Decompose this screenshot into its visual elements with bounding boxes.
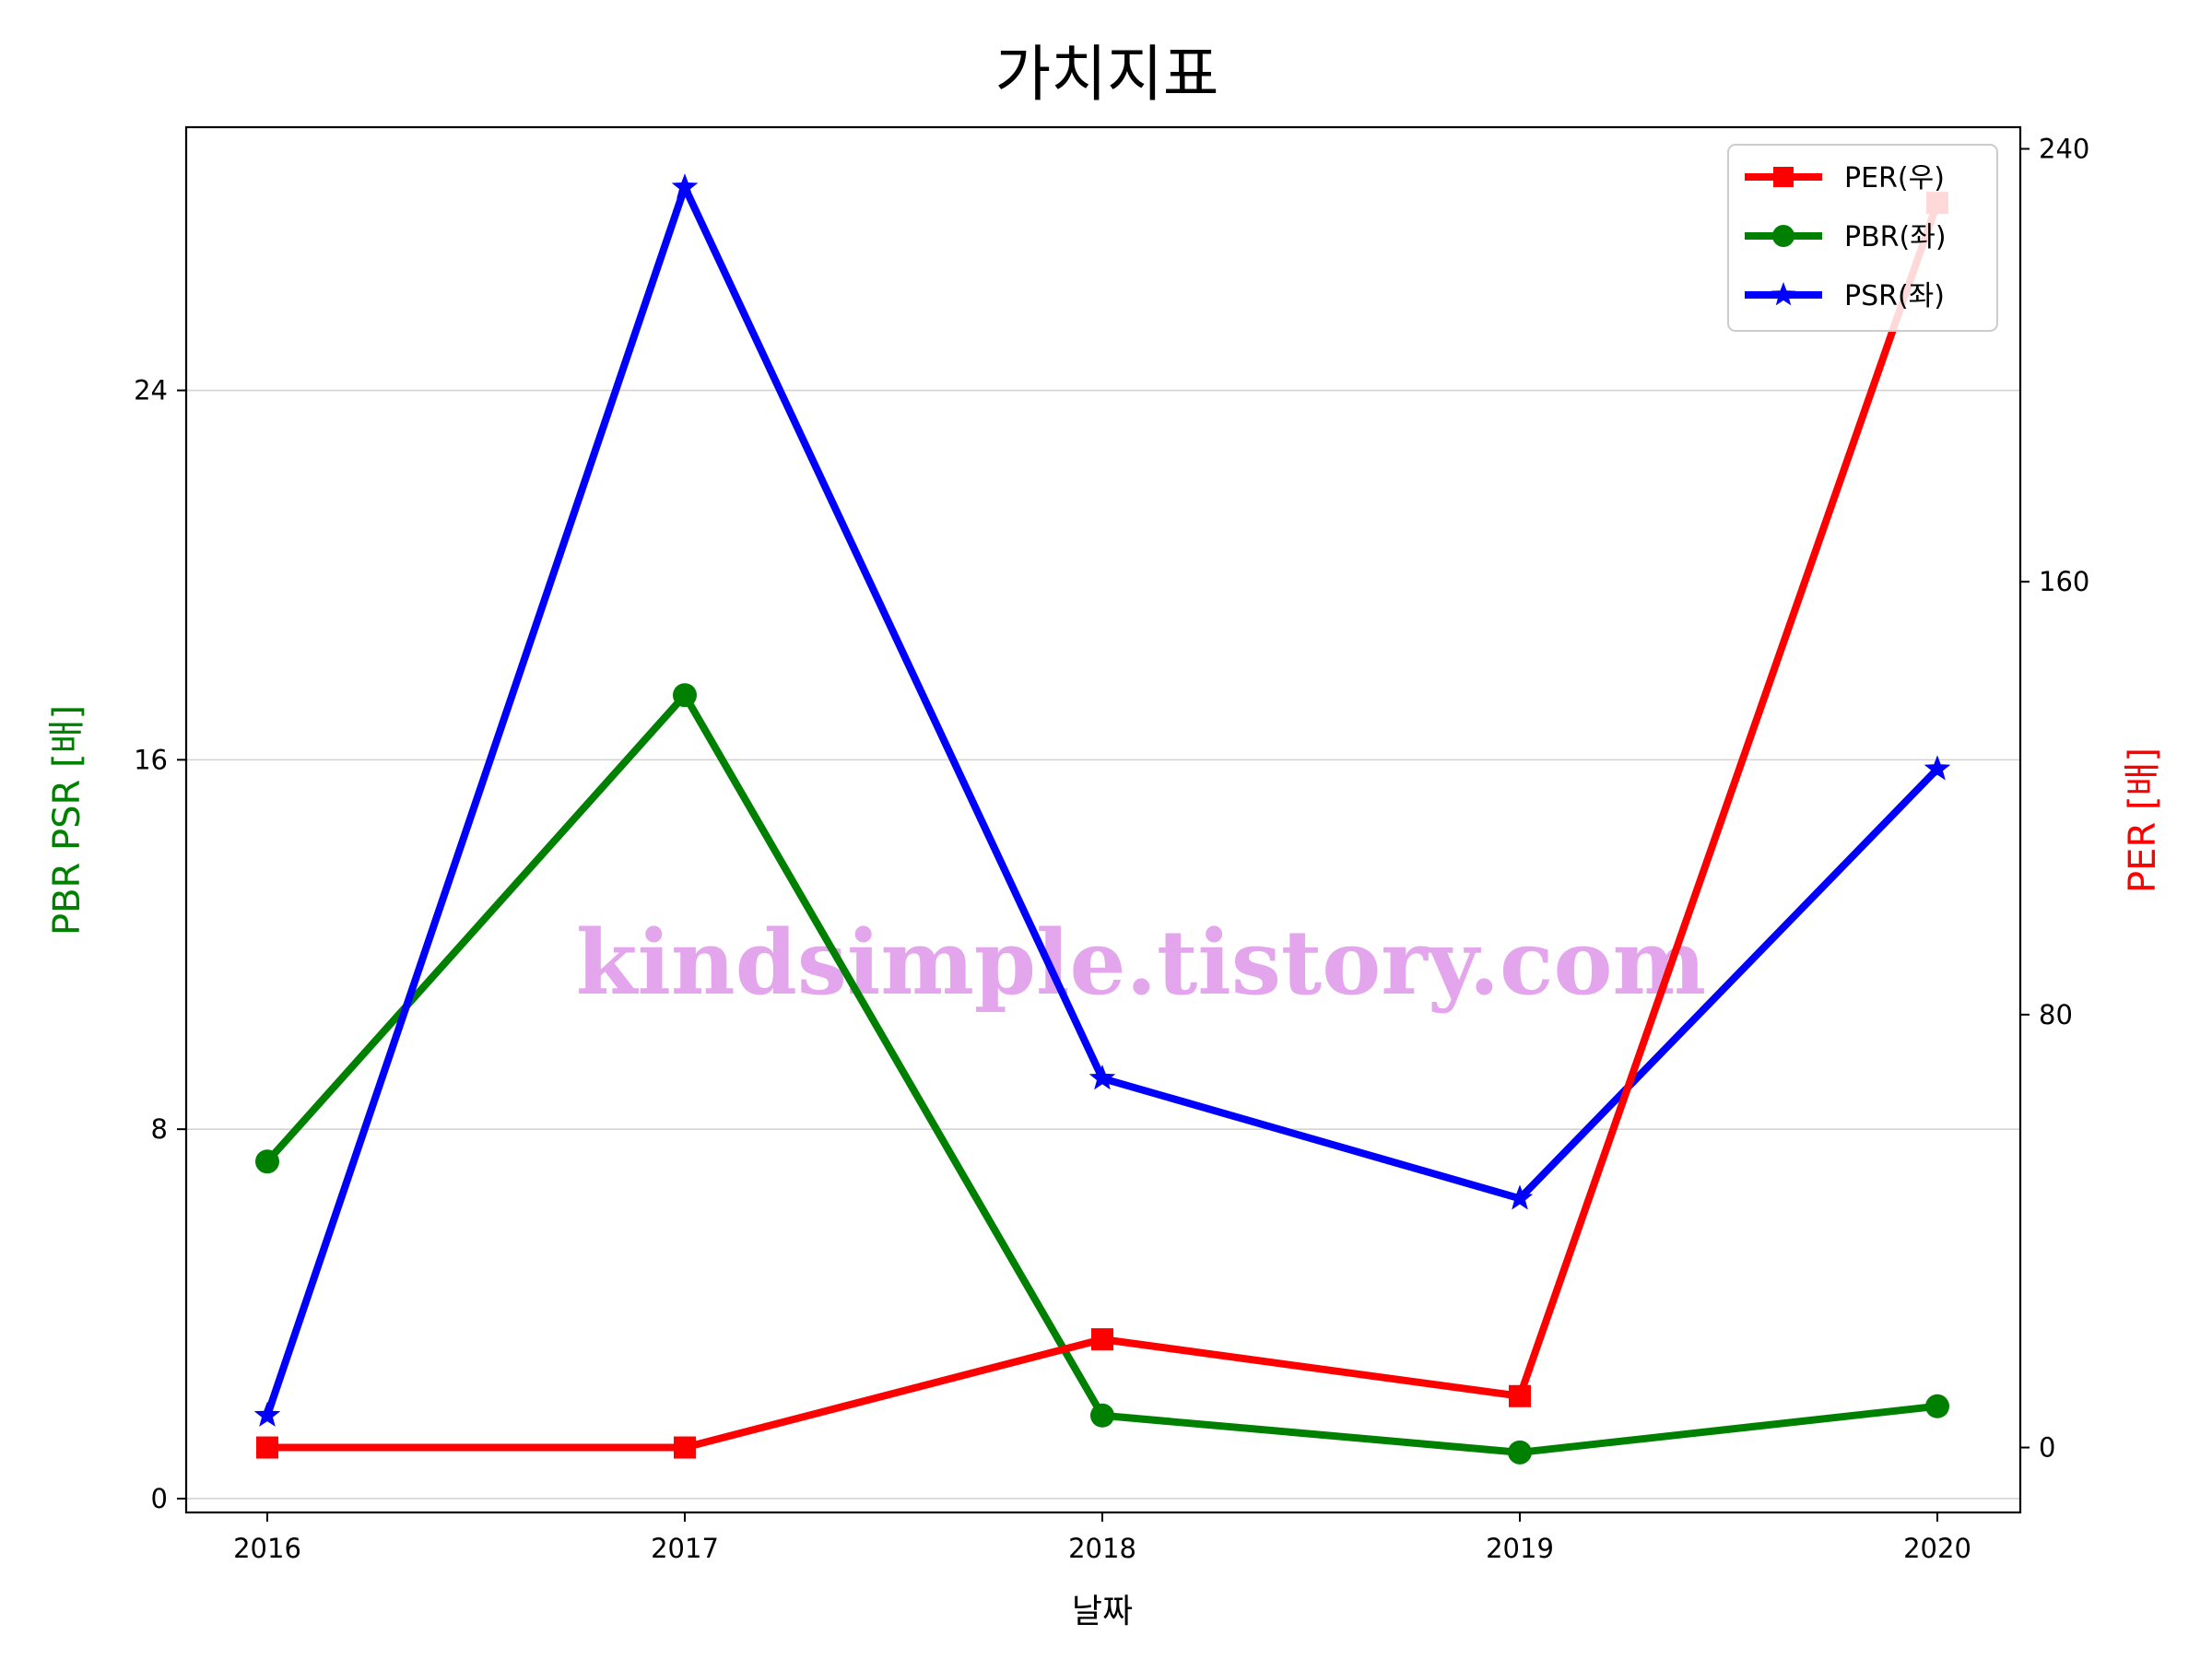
data-point	[674, 1436, 696, 1459]
series-layer	[253, 173, 1951, 1465]
data-point	[1091, 1328, 1113, 1351]
legend-marker	[1772, 225, 1794, 247]
y-left-tick-label: 16	[134, 744, 168, 775]
x-tick-label: 2018	[1068, 1533, 1136, 1564]
legend-label: PER(우)	[1844, 162, 1945, 194]
data-point	[255, 1149, 279, 1174]
x-tick-label: 2016	[233, 1533, 301, 1564]
data-point	[1090, 1403, 1114, 1428]
series-PER(우)	[256, 192, 1948, 1459]
watermark: kindsimple.tistory.com	[576, 911, 1706, 1015]
y-left-tick-label: 24	[134, 375, 168, 406]
y-left-tick-label: 8	[151, 1113, 168, 1145]
y-axis-right: 0 80 160 240	[2020, 133, 2089, 1464]
data-point	[1925, 1394, 1949, 1418]
legend-marker	[1771, 282, 1796, 306]
data-point	[671, 173, 699, 199]
legend-marker	[1773, 167, 1794, 187]
y-left-tick-label: 0	[151, 1483, 168, 1514]
y-right-tick-label: 160	[2039, 566, 2089, 597]
chart-title: 가치지표	[995, 39, 1219, 110]
y-right-tick-label: 0	[2039, 1432, 2055, 1464]
y-right-tick-label: 240	[2039, 133, 2089, 164]
legend-entry: PBR(좌)	[1745, 221, 1947, 253]
series-PSR(좌)	[253, 173, 1951, 1427]
x-tick-label: 2019	[1486, 1533, 1554, 1564]
y-axis-right-label: PER [배]	[2122, 747, 2164, 893]
series-PBR(좌)	[255, 683, 1949, 1465]
x-tick-label: 2017	[651, 1533, 719, 1564]
x-axis: 2016 2017 2018 2019 2020	[233, 1512, 1971, 1564]
x-tick-label: 2020	[1903, 1533, 1971, 1564]
data-point	[1088, 1065, 1116, 1090]
legend-label: PSR(좌)	[1844, 280, 1945, 312]
data-point	[1509, 1384, 1531, 1407]
y-axis-left: 0 8 16 24	[134, 375, 186, 1514]
legend: PER(우) PBR(좌) PSR(좌)	[1727, 144, 1998, 332]
y-axis-left-label: PBR PSR [배]	[46, 705, 88, 935]
legend-entry: PER(우)	[1745, 162, 1945, 194]
data-point	[256, 1436, 278, 1459]
legend-label: PBR(좌)	[1844, 221, 1947, 253]
data-point	[1506, 1184, 1534, 1210]
legend-entry: PSR(좌)	[1745, 280, 1945, 312]
data-point	[1924, 755, 1951, 781]
legend-box	[1727, 144, 1998, 332]
data-point	[1508, 1440, 1532, 1465]
data-point	[253, 1401, 281, 1427]
data-point	[673, 683, 697, 708]
x-axis-label: 날짜	[1072, 1593, 1133, 1630]
y-right-tick-label: 80	[2039, 999, 2073, 1030]
